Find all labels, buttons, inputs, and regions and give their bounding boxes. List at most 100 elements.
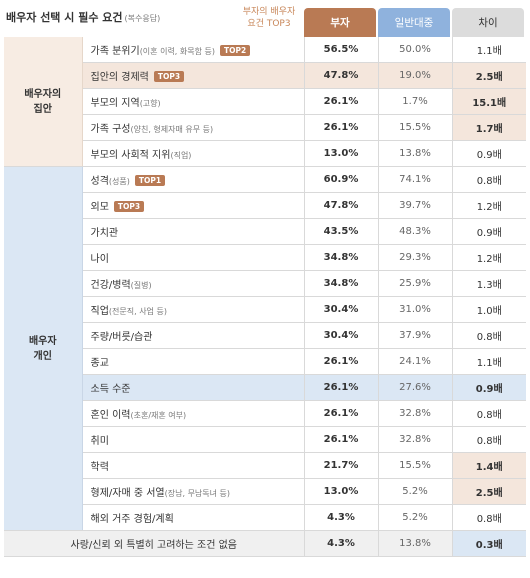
cell-rich: 13.0% [303,140,378,167]
cell-rich: 26.1% [303,114,378,141]
row-label: 성격(성품) TOP1 [82,166,304,193]
top-rank-badge: TOP2 [219,45,251,56]
cell-rich: 26.1% [303,348,378,375]
top-rank-badge: TOP1 [134,175,166,186]
row-label: 집안의 경제력 TOP3 [82,62,304,89]
group-personal-line2: 개인 [33,350,52,362]
table-row: 해외 거주 경험/계획 4.3% 5.2% 0.8배 [4,504,526,531]
table-row: 혼인 이력(초혼/재혼 여부) 26.1% 32.8% 0.8배 [4,400,526,427]
top3-note: 부자의 배우자 요건 TOP3 [238,6,300,30]
cell-diff: 0.3배 [451,530,526,557]
row-label: 취미 [82,426,304,453]
row-label-text: 집안의 경제력 [90,72,149,83]
cell-general: 39.7% [377,192,452,219]
cell-rich: 26.1% [303,400,378,427]
row-label-note: (초혼/재혼 여부) [130,411,187,420]
cell-general: 29.3% [377,244,452,271]
row-label: 주량/버릇/습관 [82,322,304,349]
row-label: 학력 [82,452,304,479]
cell-rich: 13.0% [303,478,378,505]
row-label: 가족 구성(양친, 형제자매 유무 등) [82,114,304,141]
column-header-diff: 차이 [452,8,524,37]
cell-rich: 47.8% [303,62,378,89]
row-label: 부모의 지역(고향) [82,88,304,115]
cell-diff: 1.0배 [451,296,526,323]
row-label-text: 건강/병력 [90,280,131,291]
group-house-line1: 배우자의 [24,88,62,100]
row-label-text: 외모 [90,202,109,213]
cell-diff: 1.4배 [451,452,526,479]
group-personal-line1: 배우자 [28,335,57,347]
table-row: 직업(전문직, 사업 등) 30.4% 31.0% 1.0배 [4,296,526,323]
cell-rich: 56.5% [303,37,378,63]
top-rank-badge: TOP3 [153,71,185,82]
cell-rich: 21.7% [303,452,378,479]
table-row: 취미 26.1% 32.8% 0.8배 [4,426,526,453]
cell-general: 48.3% [377,218,452,245]
cell-general: 5.2% [377,478,452,505]
row-label-note: (이혼 이력, 화목함 등) [139,47,215,56]
table-row: 나이 34.8% 29.3% 1.2배 [4,244,526,271]
cell-diff: 0.8배 [451,400,526,427]
table-row: 건강/병력(질병) 34.8% 25.9% 1.3배 [4,270,526,297]
cell-rich: 43.5% [303,218,378,245]
cell-diff: 1.2배 [451,192,526,219]
row-label-text: 가족 구성 [90,124,131,135]
cell-rich: 47.8% [303,192,378,219]
cell-general: 50.0% [377,37,452,63]
top3-note-line1: 부자의 배우자 [242,7,296,17]
row-label: 외모 TOP3 [82,192,304,219]
group-house-line2: 집안 [33,103,52,115]
cell-rich: 30.4% [303,296,378,323]
row-label-text: 부모의 지역 [90,98,140,109]
row-label: 소득 수준 [82,374,304,401]
row-label-note: (전문직, 사업 등) [108,307,167,316]
cell-general: 25.9% [377,270,452,297]
row-label: 가족 분위기(이혼 이력, 화목함 등) TOP2 [82,37,304,63]
table-row: 가치관 43.5% 48.3% 0.9배 [4,218,526,245]
cell-rich: 34.8% [303,244,378,271]
cell-general: 15.5% [377,114,452,141]
cell-rich: 4.3% [303,504,378,531]
title-note: (복수응답) [124,14,161,23]
row-label: 건강/병력(질병) [82,270,304,297]
row-label: 직업(전문직, 사업 등) [82,296,304,323]
cell-general: 27.6% [377,374,452,401]
cell-rich: 60.9% [303,166,378,193]
table-row: 집안의 경제력 TOP3 47.8% 19.0% 2.5배 [4,62,526,89]
row-label-note: (양친, 형제자매 유무 등) [130,125,214,134]
cell-rich: 26.1% [303,374,378,401]
cell-diff: 1.2배 [451,244,526,271]
row-label-text: 성격 [90,176,109,187]
table-title: 배우자 선택 시 필수 요건 (복수응답) [6,9,160,25]
cell-general: 32.8% [377,400,452,427]
row-label: 종교 [82,348,304,375]
table-row-no-condition: 사랑/신뢰 외 특별히 고려하는 조건 없음 4.3% 13.8% 0.3배 [4,530,526,557]
column-header-rich: 부자 [304,8,376,37]
row-label: 사랑/신뢰 외 특별히 고려하는 조건 없음 [4,530,304,557]
cell-diff: 0.9배 [451,218,526,245]
cell-general: 31.0% [377,296,452,323]
table-row: 주량/버릇/습관 30.4% 37.9% 0.8배 [4,322,526,349]
table-row: 부모의 사회적 지위(직업) 13.0% 13.8% 0.9배 [4,140,526,167]
row-label: 나이 [82,244,304,271]
column-header-general: 일반대중 [378,8,450,37]
cell-diff: 1.1배 [451,37,526,63]
table-row: 배우자 개인 성격(성품) TOP1 60.9% 74.1% 0.8배 [4,166,526,531]
row-label: 부모의 사회적 지위(직업) [82,140,304,167]
cell-diff: 2.5배 [451,62,526,89]
cell-general: 13.8% [377,530,452,557]
cell-diff: 0.8배 [451,504,526,531]
cell-diff: 0.8배 [451,166,526,193]
row-label-text: 가족 분위기 [90,46,140,57]
row-label-note: (성품) [108,177,130,186]
table-row: 형제/자매 중 서열(장남, 무남독녀 등) 13.0% 5.2% 2.5배 [4,478,526,505]
cell-diff: 0.8배 [451,322,526,349]
row-label: 혼인 이력(초혼/재혼 여부) [82,400,304,427]
cell-general: 19.0% [377,62,452,89]
row-label-note: (질병) [130,281,152,290]
cell-rich: 26.1% [303,88,378,115]
